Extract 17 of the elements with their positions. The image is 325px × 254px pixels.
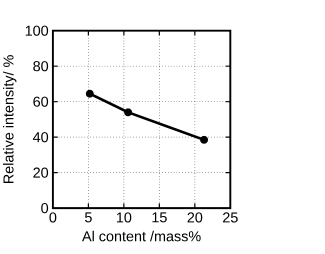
x-axis-title: Al content /mass%: [82, 230, 201, 242]
x-tick-label: 20: [188, 212, 202, 222]
point: [86, 90, 94, 98]
point: [200, 136, 208, 144]
x-tick-label: 5: [84, 212, 92, 222]
x-tick-label: 0: [49, 212, 56, 222]
y-tick-label: 20: [33, 167, 48, 178]
y-tick-label: 60: [33, 96, 48, 107]
x-tick-label: 15: [152, 212, 167, 222]
point: [124, 108, 132, 116]
y-tick-label: 40: [32, 132, 48, 142]
y-tick-label: 100: [26, 26, 48, 36]
y-axis-title: Relative intensity/ %: [3, 55, 16, 183]
x-tick-label: 10: [116, 212, 132, 222]
y-tick-label: 80: [33, 61, 48, 72]
y-tick-label: 0: [41, 202, 48, 214]
x-tick-label: 25: [223, 212, 238, 222]
